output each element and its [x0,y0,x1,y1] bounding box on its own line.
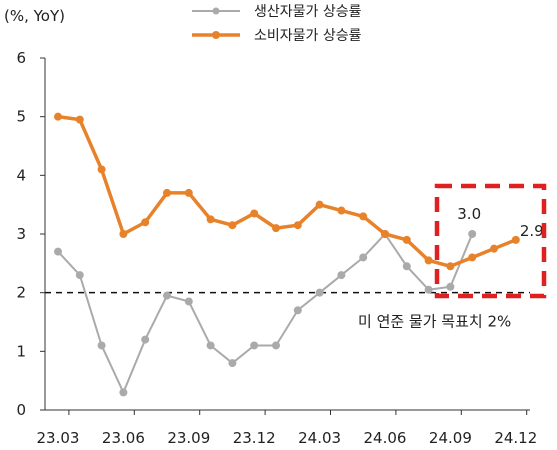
x-tick-label: 23.03 [37,429,80,447]
legend-marker-cpi [212,31,220,39]
x-tick-label: 24.12 [494,429,537,447]
x-tick-label: 24.09 [429,429,472,447]
y-tick-label: 5 [16,108,26,126]
data-point-cpi [446,262,455,271]
data-point-cpi [250,209,259,218]
data-point-cpi [468,253,477,262]
x-axis: 23.03 23.06 23.09 23.12 24.03 24.06 24.09 24.12 [37,410,537,447]
data-point-cpi [337,206,346,215]
data-point-cpi [119,230,128,238]
data-point-cpi [272,224,280,233]
legend-label-cpi: 소비자물가 상승률 [254,28,362,44]
data-point-cpi [54,112,62,121]
data-point-ppi [184,297,193,306]
data-point-ppi [163,291,171,300]
y-tick-label: 0 [16,401,26,419]
data-point-cpi [402,235,411,244]
data-point-cpi [141,218,150,227]
data-label: 2.9 [520,222,544,240]
data-point-cpi [293,221,302,230]
data-point-cpi [381,230,389,238]
y-tick-label: 6 [16,49,26,67]
x-tick-label: 23.06 [102,429,145,447]
data-point-ppi [250,341,259,350]
data-point-ppi [424,285,433,294]
data-point-ppi [402,262,411,271]
data-point-ppi [97,341,106,350]
legend-item-cpi: 소비자물가 상승률 [192,28,362,44]
y-tick-label: 3 [16,225,26,243]
data-point-cpi [184,188,193,197]
data-point-cpi [315,200,324,209]
data-point-cpi [163,188,171,197]
legend-item-ppi: 생산자물가 상승률 [192,4,362,20]
data-point-ppi [359,253,368,262]
data-labels: 3.0 2.9 [457,205,543,240]
data-point-ppi [228,359,237,368]
data-point-ppi [468,230,477,238]
x-tick-label: 24.06 [364,429,407,447]
y-tick-label: 2 [16,284,26,302]
legend: 생산자물가 상승률 소비자물가 상승률 [192,4,362,44]
data-point-cpi [511,235,520,244]
x-tick-label: 24.03 [298,429,341,447]
data-point-ppi [446,282,455,291]
data-point-cpi [359,212,368,221]
x-tick-label: 23.09 [167,429,210,447]
data-point-ppi [54,247,62,256]
legend-marker-ppi [212,7,220,15]
data-point-ppi [141,335,150,344]
y-tick-label: 4 [16,166,26,184]
data-point-ppi [315,288,324,297]
data-point-ppi [293,306,302,315]
legend-label-ppi: 생산자물가 상승률 [254,4,362,20]
target-reference-label: 미 연준 물가 목표치 2% [358,313,511,331]
data-point-ppi [75,271,84,280]
data-point-cpi [206,215,215,224]
data-point-ppi [206,341,215,350]
series-line-cpi [57,114,517,269]
data-point-ppi [337,271,346,280]
data-point-cpi [97,165,106,174]
data-point-ppi [119,388,128,397]
y-tick-label: 1 [16,342,26,360]
data-point-cpi [490,244,498,253]
x-tick-label: 23.12 [233,429,276,447]
series-group [54,112,520,397]
data-point-ppi [272,341,280,350]
y-axis: 0 1 2 3 4 5 6 [16,49,45,419]
data-point-cpi [424,256,433,265]
series-line-ppi [57,233,474,394]
highlight-box [434,183,547,299]
data-label: 3.0 [457,205,481,223]
y-unit-label: (%, YoY) [4,7,65,25]
data-point-cpi [228,221,237,230]
data-point-cpi [75,115,84,124]
